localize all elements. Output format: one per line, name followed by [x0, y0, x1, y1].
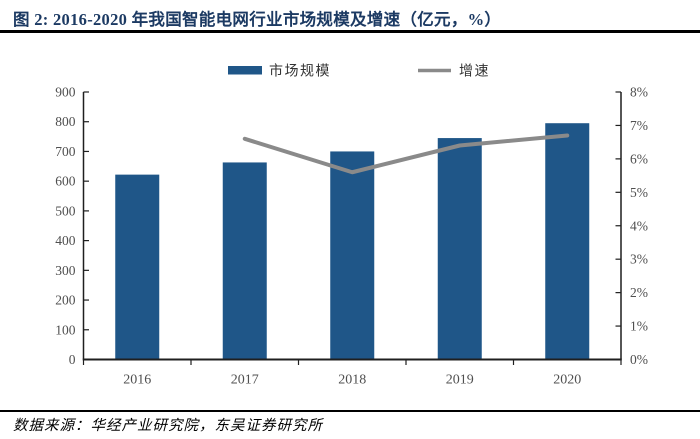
- bar-2017: [222, 162, 267, 360]
- y-axis-left-label: 600: [55, 174, 76, 189]
- bar-2018: [330, 151, 375, 360]
- y-axis-right-label: 6%: [630, 151, 648, 166]
- y-axis-left-label: 0: [69, 352, 76, 367]
- chart-canvas: 0 100 200 300 400 500 600 700 800 900 0% 1% 2% 3% 4% 5%…: [55, 63, 648, 388]
- legend-label-line: 增速: [459, 64, 490, 80]
- y-axis-left-label: 500: [55, 203, 76, 218]
- data-source: 数据来源：华经产业研究院，东吴证券研究所: [13, 418, 323, 434]
- legend-label-bar: 市场规模: [269, 63, 331, 80]
- y-axis-right-label: 2%: [630, 285, 648, 300]
- title-divider: [0, 30, 700, 33]
- y-axis-left-label: 700: [55, 144, 76, 159]
- y-axis-right-label: 1%: [630, 319, 648, 334]
- bar-2019: [437, 138, 482, 360]
- y-axis-left-label: 800: [55, 114, 76, 129]
- footer-divider: [0, 410, 700, 412]
- y-axis-right-label: 5%: [630, 185, 648, 200]
- y-axis-left-label: 100: [55, 322, 76, 337]
- x-label-2017: 2017: [231, 373, 259, 388]
- y-axis-right-label: 4%: [630, 218, 648, 233]
- growth-line: [242, 133, 570, 175]
- y-axis-right-label: 0%: [630, 352, 648, 367]
- x-label-2018: 2018: [338, 373, 366, 388]
- x-label-2016: 2016: [123, 373, 151, 388]
- y-axis-right-label: 3%: [630, 252, 648, 267]
- y-axis-right-label: 7%: [630, 118, 648, 133]
- y-axis-right-label: 8%: [630, 85, 648, 100]
- x-label-2020: 2020: [553, 373, 581, 388]
- x-label-2019: 2019: [446, 373, 474, 388]
- bar-2020: [545, 123, 590, 360]
- y-axis-left-label: 200: [55, 293, 76, 308]
- y-axis-left-label: 300: [55, 263, 76, 278]
- figure-title: 图 2: 2016-2020 年我国智能电网行业市场规模及增速（亿元，%）: [13, 10, 502, 29]
- y-axis-left-label: 900: [55, 85, 76, 100]
- legend-swatch-bar: [228, 66, 262, 75]
- y-axis-left-label: 400: [55, 233, 76, 248]
- bar-2016: [115, 174, 160, 360]
